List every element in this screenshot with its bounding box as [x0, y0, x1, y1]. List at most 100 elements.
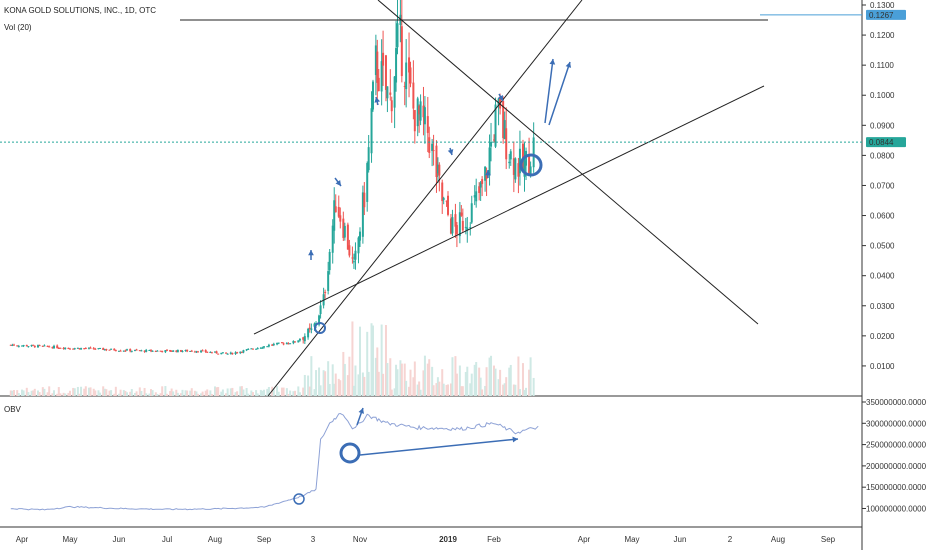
volume-bar [412, 377, 415, 396]
volume-bar [161, 386, 164, 396]
candle-body [11, 344, 14, 346]
volume-bar [418, 381, 421, 396]
volume-bar [261, 390, 264, 396]
candle-body [189, 350, 192, 352]
volume-bar [509, 364, 512, 396]
candle-body [484, 166, 487, 181]
volume-bar [214, 386, 216, 396]
price-candles [9, 0, 535, 355]
candle-body [389, 92, 392, 95]
highlight-circle-oct[interactable] [314, 322, 326, 334]
candle-body [38, 345, 41, 347]
obv-highlight-circle-sep[interactable] [293, 493, 305, 505]
volume-bar [172, 391, 175, 396]
candle-body [200, 350, 203, 353]
candle-body [250, 348, 253, 350]
volume-bar [382, 373, 385, 396]
volume-bar [102, 386, 105, 396]
price-axis[interactable]: 0.1300 0.1200 0.1100 0.1000 0.0900 0.0800 0.07… [862, 1, 895, 371]
candle-body [13, 344, 15, 346]
candle-body [259, 347, 262, 349]
volume-bar [245, 387, 248, 396]
volume-bar [488, 357, 491, 396]
volume-bar [51, 393, 54, 396]
volume-bar [393, 388, 396, 396]
volume-bar [150, 389, 152, 396]
volume-bar [201, 391, 204, 396]
candle-body [413, 110, 416, 132]
up-arrow-jan-head [485, 170, 491, 176]
volume-bar [206, 389, 209, 396]
down-arrow-feb-head [497, 95, 503, 101]
ascending-trendline-steep[interactable] [267, 0, 583, 397]
last-price-label: 0.0844 [869, 138, 894, 147]
volume-bar [256, 393, 259, 396]
trendlines[interactable] [180, 0, 768, 397]
volume-bar [319, 385, 322, 396]
volume-bar [449, 383, 452, 396]
candle-body [435, 145, 438, 177]
projection-arrow-2[interactable] [548, 61, 571, 126]
candle-body [512, 158, 515, 175]
candle-body [118, 350, 120, 352]
price-tick-label: 0.1200 [870, 31, 895, 40]
volume-bar [318, 367, 321, 396]
price-tick-label: 0.0400 [870, 272, 895, 281]
obv-highlight-circle-nov[interactable] [339, 442, 361, 464]
candle-body [37, 345, 39, 348]
volume-bar [380, 324, 383, 396]
volume-bar [76, 386, 79, 396]
candle-body [97, 348, 100, 350]
candle-body [282, 343, 285, 345]
candle-body [72, 348, 75, 350]
volume-bar [308, 386, 311, 396]
candle-body [337, 206, 340, 217]
volume-bar [38, 392, 41, 396]
candle-body [416, 98, 419, 127]
volume-bar [33, 388, 36, 396]
volume-bar [384, 325, 387, 396]
projection-arrow-1[interactable] [544, 58, 554, 124]
obv-tick-label: 100000000.0000 [866, 504, 927, 513]
time-axis[interactable]: Apr May Jun Jul Aug Sep 3 Nov 2019 Feb Apr May Jun 2 A… [16, 535, 836, 544]
obv-axis[interactable]: 350000000.0000 300000000.0000 250000000.00… [862, 398, 927, 513]
candle-body [470, 203, 473, 223]
candle-body [78, 348, 81, 350]
candle-body [490, 141, 493, 147]
candle-body [371, 81, 374, 110]
candle-body [57, 347, 60, 349]
candle-body [454, 214, 457, 227]
volume-bar [490, 355, 493, 396]
volume-bar [431, 366, 434, 396]
candle-body [251, 348, 254, 350]
candle-body [357, 237, 360, 254]
candle-body [466, 227, 469, 231]
symbol-title: KONA GOLD SOLUTIONS, INC., 1D, OTC [4, 6, 156, 15]
obv-trend-arrow-head [512, 436, 518, 443]
candle-body [488, 147, 491, 176]
ascending-trendline[interactable] [253, 85, 765, 335]
volume-bar [497, 379, 500, 396]
volume-bar [502, 384, 505, 396]
candle-body [226, 353, 229, 355]
candle-body [354, 250, 357, 260]
descending-trendline[interactable] [377, 0, 759, 325]
candle-body [135, 349, 138, 351]
annotations[interactable] [293, 58, 572, 505]
volume-bar [512, 384, 515, 396]
obv-trend-arrow[interactable] [359, 438, 519, 456]
highlight-circle-feb[interactable] [519, 153, 543, 177]
candle-body [403, 85, 406, 87]
volume-bar [220, 391, 223, 396]
level-label: 0.1267 [869, 11, 894, 20]
volume-bar [351, 321, 354, 396]
time-tick-label: Apr [16, 535, 29, 544]
time-tick-label: Sep [821, 535, 836, 544]
volume-bar [416, 384, 419, 396]
volume-bar [193, 390, 196, 396]
volume-bar [282, 387, 285, 396]
candle-body [83, 348, 86, 350]
candle-body [64, 347, 67, 350]
